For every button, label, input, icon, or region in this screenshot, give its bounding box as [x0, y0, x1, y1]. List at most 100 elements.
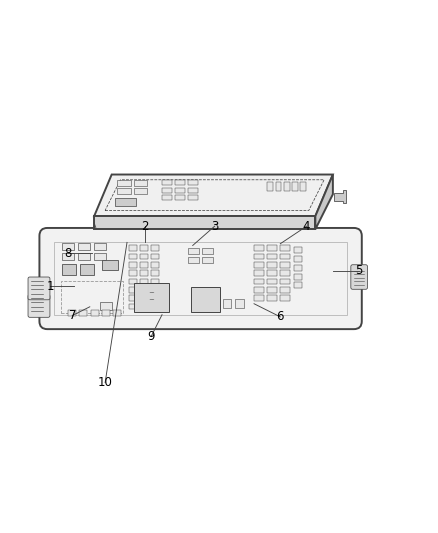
FancyBboxPatch shape: [267, 279, 277, 285]
FancyBboxPatch shape: [294, 265, 302, 271]
FancyBboxPatch shape: [94, 243, 106, 251]
FancyBboxPatch shape: [188, 257, 199, 263]
FancyBboxPatch shape: [235, 300, 244, 308]
FancyBboxPatch shape: [294, 273, 302, 280]
Text: 10: 10: [98, 376, 113, 389]
FancyBboxPatch shape: [151, 279, 159, 285]
FancyBboxPatch shape: [28, 277, 50, 300]
FancyBboxPatch shape: [276, 182, 281, 191]
FancyBboxPatch shape: [162, 180, 172, 185]
FancyBboxPatch shape: [254, 254, 264, 260]
FancyBboxPatch shape: [68, 310, 76, 316]
FancyBboxPatch shape: [202, 248, 213, 254]
FancyBboxPatch shape: [140, 295, 148, 301]
FancyBboxPatch shape: [100, 302, 112, 310]
FancyBboxPatch shape: [129, 295, 137, 301]
Polygon shape: [94, 174, 333, 216]
FancyBboxPatch shape: [113, 310, 121, 316]
FancyBboxPatch shape: [223, 300, 231, 308]
FancyBboxPatch shape: [28, 295, 50, 317]
FancyBboxPatch shape: [202, 257, 213, 263]
FancyBboxPatch shape: [129, 304, 137, 310]
FancyBboxPatch shape: [294, 256, 302, 262]
Text: ~
~: ~ ~: [148, 290, 155, 303]
FancyBboxPatch shape: [175, 188, 185, 193]
FancyBboxPatch shape: [134, 282, 169, 312]
FancyBboxPatch shape: [151, 287, 159, 293]
FancyBboxPatch shape: [254, 246, 264, 251]
FancyBboxPatch shape: [254, 295, 264, 301]
FancyBboxPatch shape: [78, 243, 90, 251]
Text: 4: 4: [303, 220, 311, 233]
FancyBboxPatch shape: [254, 270, 264, 276]
FancyBboxPatch shape: [129, 279, 137, 285]
FancyBboxPatch shape: [162, 195, 172, 200]
FancyBboxPatch shape: [284, 182, 290, 191]
Text: 6: 6: [276, 310, 284, 324]
Text: 7: 7: [68, 309, 76, 322]
FancyBboxPatch shape: [140, 304, 148, 310]
FancyBboxPatch shape: [115, 198, 136, 206]
Text: 3: 3: [211, 220, 218, 233]
FancyBboxPatch shape: [62, 243, 74, 251]
FancyBboxPatch shape: [280, 295, 290, 301]
FancyBboxPatch shape: [134, 188, 147, 194]
FancyBboxPatch shape: [188, 180, 198, 185]
FancyBboxPatch shape: [94, 253, 106, 260]
FancyBboxPatch shape: [280, 279, 290, 285]
FancyBboxPatch shape: [151, 262, 159, 268]
FancyBboxPatch shape: [129, 246, 137, 251]
FancyBboxPatch shape: [151, 304, 159, 310]
Polygon shape: [94, 216, 315, 229]
FancyBboxPatch shape: [294, 282, 302, 288]
FancyBboxPatch shape: [39, 228, 362, 329]
Text: 9: 9: [147, 330, 155, 343]
FancyBboxPatch shape: [351, 265, 367, 289]
FancyBboxPatch shape: [102, 310, 110, 316]
FancyBboxPatch shape: [151, 254, 159, 260]
FancyBboxPatch shape: [134, 180, 147, 187]
FancyBboxPatch shape: [78, 253, 90, 260]
FancyBboxPatch shape: [175, 180, 185, 185]
Polygon shape: [315, 174, 333, 229]
FancyBboxPatch shape: [140, 270, 148, 276]
FancyBboxPatch shape: [267, 270, 277, 276]
FancyBboxPatch shape: [254, 287, 264, 293]
FancyBboxPatch shape: [102, 260, 118, 270]
FancyBboxPatch shape: [280, 287, 290, 293]
Polygon shape: [334, 190, 346, 203]
FancyBboxPatch shape: [140, 287, 148, 293]
FancyBboxPatch shape: [129, 287, 137, 293]
FancyBboxPatch shape: [129, 270, 137, 276]
FancyBboxPatch shape: [79, 310, 87, 316]
Text: 5: 5: [356, 264, 363, 277]
FancyBboxPatch shape: [175, 195, 185, 200]
FancyBboxPatch shape: [191, 287, 220, 312]
FancyBboxPatch shape: [267, 246, 277, 251]
FancyBboxPatch shape: [294, 247, 302, 253]
FancyBboxPatch shape: [254, 279, 264, 285]
FancyBboxPatch shape: [117, 180, 131, 187]
FancyBboxPatch shape: [140, 262, 148, 268]
FancyBboxPatch shape: [280, 254, 290, 260]
FancyBboxPatch shape: [140, 279, 148, 285]
Text: 1: 1: [46, 280, 54, 293]
FancyBboxPatch shape: [267, 295, 277, 301]
FancyBboxPatch shape: [80, 264, 94, 275]
FancyBboxPatch shape: [267, 287, 277, 293]
FancyBboxPatch shape: [151, 246, 159, 251]
FancyBboxPatch shape: [151, 295, 159, 301]
FancyBboxPatch shape: [188, 188, 198, 193]
FancyBboxPatch shape: [267, 182, 273, 191]
FancyBboxPatch shape: [280, 262, 290, 268]
FancyBboxPatch shape: [140, 246, 148, 251]
FancyBboxPatch shape: [162, 188, 172, 193]
FancyBboxPatch shape: [292, 182, 298, 191]
FancyBboxPatch shape: [280, 246, 290, 251]
FancyBboxPatch shape: [140, 254, 148, 260]
FancyBboxPatch shape: [62, 264, 76, 275]
FancyBboxPatch shape: [151, 270, 159, 276]
FancyBboxPatch shape: [91, 310, 99, 316]
FancyBboxPatch shape: [129, 254, 137, 260]
FancyBboxPatch shape: [254, 262, 264, 268]
